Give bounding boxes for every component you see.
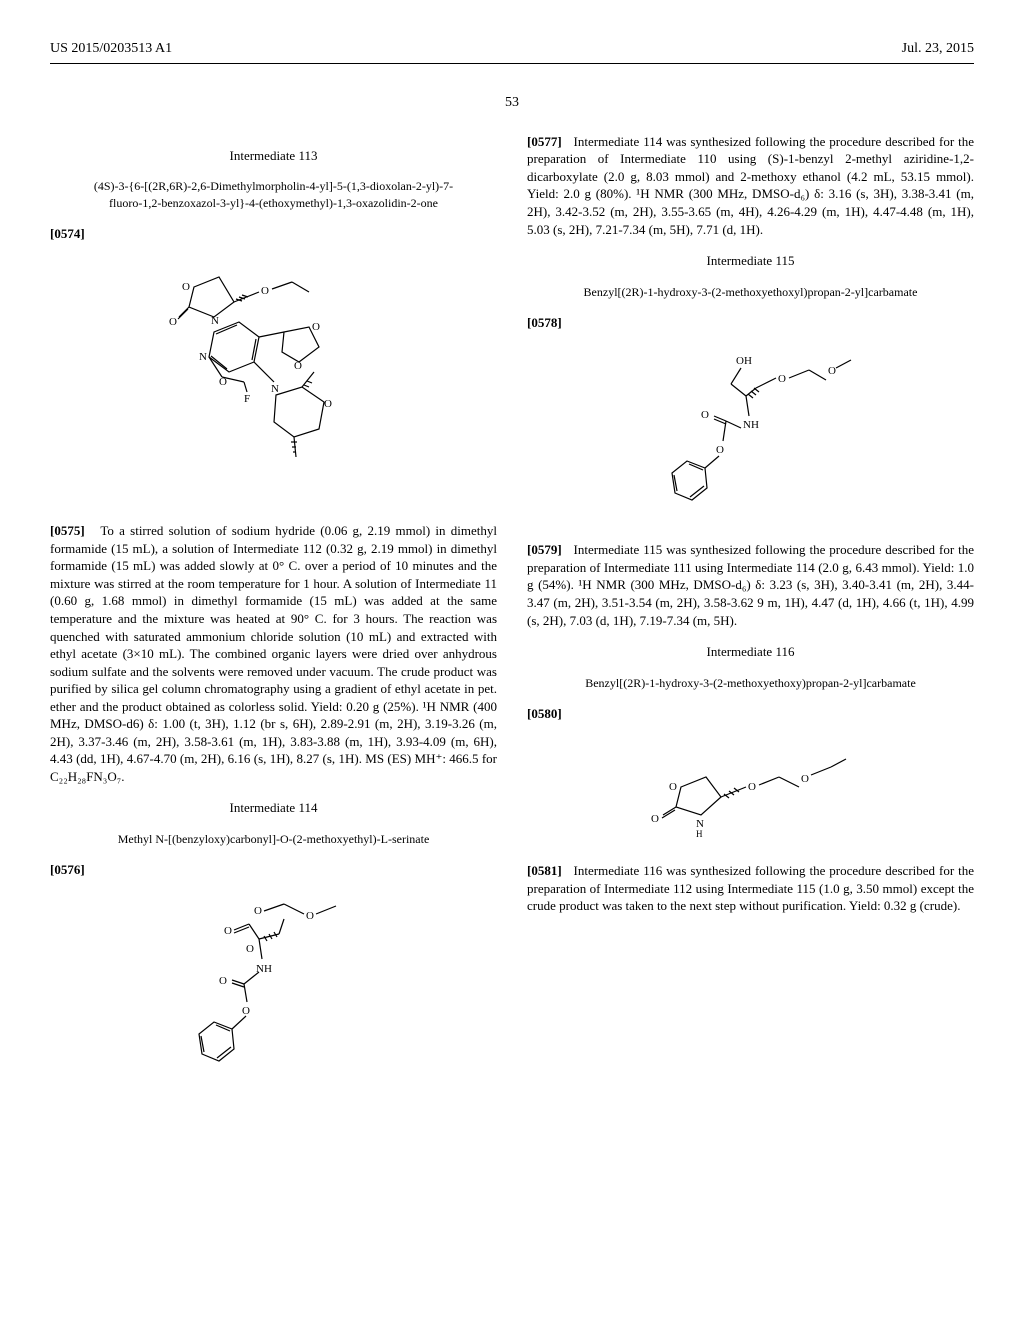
paragraph-0579: [0579] Intermediate 115 was synthesized … [527, 541, 974, 629]
para-num-0578: [0578] [527, 315, 562, 330]
svg-text:O: O [306, 910, 314, 922]
chem-structure-115-icon: OH O O NH [641, 346, 861, 526]
svg-text:H: H [696, 829, 703, 839]
svg-text:O: O [748, 781, 756, 793]
para-num-0577: [0577] [527, 134, 562, 149]
svg-text:NH: NH [743, 419, 759, 431]
para-num-0579: [0579] [527, 542, 562, 557]
right-column: [0577] Intermediate 114 was synthesized … [527, 133, 974, 1079]
svg-text:O: O [224, 925, 232, 937]
svg-text:OH: OH [736, 355, 752, 367]
svg-text:O: O [651, 813, 659, 825]
svg-text:N: N [199, 351, 207, 363]
svg-text:O: O [219, 975, 227, 987]
paragraph-0575: [0575] To a stirred solution of sodium h… [50, 522, 497, 785]
para-text-0577: Intermediate 114 was synthesized followi… [527, 134, 974, 237]
svg-text:O: O [801, 773, 809, 785]
svg-text:N: N [271, 383, 279, 395]
intermediate-115-name: Benzyl[(2R)-1-hydroxy-3-(2-methoxyethoxy… [557, 284, 944, 300]
para-text-0579: Intermediate 115 was synthesized followi… [527, 542, 974, 627]
intermediate-114-title: Intermediate 114 [50, 799, 497, 817]
intermediate-116-name: Benzyl[(2R)-1-hydroxy-3-(2-methoxyethoxy… [557, 675, 944, 691]
svg-text:O: O [669, 781, 677, 793]
left-column: Intermediate 113 (4S)-3-{6-[(2R,6R)-2,6-… [50, 133, 497, 1079]
intermediate-115-title: Intermediate 115 [527, 252, 974, 270]
svg-text:O: O [261, 285, 269, 297]
publication-date: Jul. 23, 2015 [902, 40, 974, 59]
two-column-layout: Intermediate 113 (4S)-3-{6-[(2R,6R)-2,6-… [50, 133, 974, 1079]
svg-text:O: O [246, 943, 254, 955]
para-num-0576: [0576] [50, 862, 85, 877]
paragraph-0574: [0574] [50, 225, 497, 243]
para-text-0575: To a stirred solution of sodium hydride … [50, 523, 497, 784]
svg-text:O: O [778, 373, 786, 385]
svg-text:F: F [244, 393, 250, 405]
para-num-0574: [0574] [50, 226, 85, 241]
intermediate-113-name: (4S)-3-{6-[(2R,6R)-2,6-Dimethylmorpholin… [80, 178, 467, 210]
intermediate-113-title: Intermediate 113 [50, 147, 497, 165]
publication-number: US 2015/0203513 A1 [50, 40, 172, 59]
para-num-0581: [0581] [527, 863, 562, 878]
chem-structure-114-icon: O O O O NH [164, 894, 384, 1064]
page-number: 53 [50, 94, 974, 113]
svg-text:O: O [254, 905, 262, 917]
para-text-0581: Intermediate 116 was synthesized followi… [527, 863, 974, 913]
para-num-0575: [0575] [50, 523, 85, 538]
svg-text:O: O [701, 409, 709, 421]
para-num-0580: [0580] [527, 706, 562, 721]
intermediate-116-title: Intermediate 116 [527, 643, 974, 661]
paragraph-0577: [0577] Intermediate 114 was synthesized … [527, 133, 974, 238]
svg-text:O: O [169, 316, 177, 328]
chem-structure-116-icon: O N H O O O [641, 737, 861, 847]
structure-int115: OH O O NH [527, 346, 974, 526]
svg-text:O: O [716, 444, 724, 456]
structure-int114: O O O O NH [50, 894, 497, 1064]
svg-text:O: O [312, 321, 320, 333]
paragraph-0581: [0581] Intermediate 116 was synthesized … [527, 862, 974, 915]
svg-text:O: O [182, 281, 190, 293]
intermediate-114-name: Methyl N-[(benzyloxy)carbonyl]-O-(2-meth… [80, 831, 467, 847]
paragraph-0576: [0576] [50, 861, 497, 879]
svg-text:O: O [828, 365, 836, 377]
page-header: US 2015/0203513 A1 Jul. 23, 2015 [50, 40, 974, 64]
structure-int116: O N H O O O [527, 737, 974, 847]
svg-text:O: O [324, 398, 332, 410]
chem-structure-113-icon: O N O O N O [164, 257, 384, 507]
paragraph-0578: [0578] [527, 314, 974, 332]
svg-text:O: O [294, 360, 302, 372]
paragraph-0580: [0580] [527, 705, 974, 723]
svg-text:N: N [211, 315, 219, 327]
svg-text:O: O [242, 1005, 250, 1017]
structure-int113: O N O O N O [50, 257, 497, 507]
